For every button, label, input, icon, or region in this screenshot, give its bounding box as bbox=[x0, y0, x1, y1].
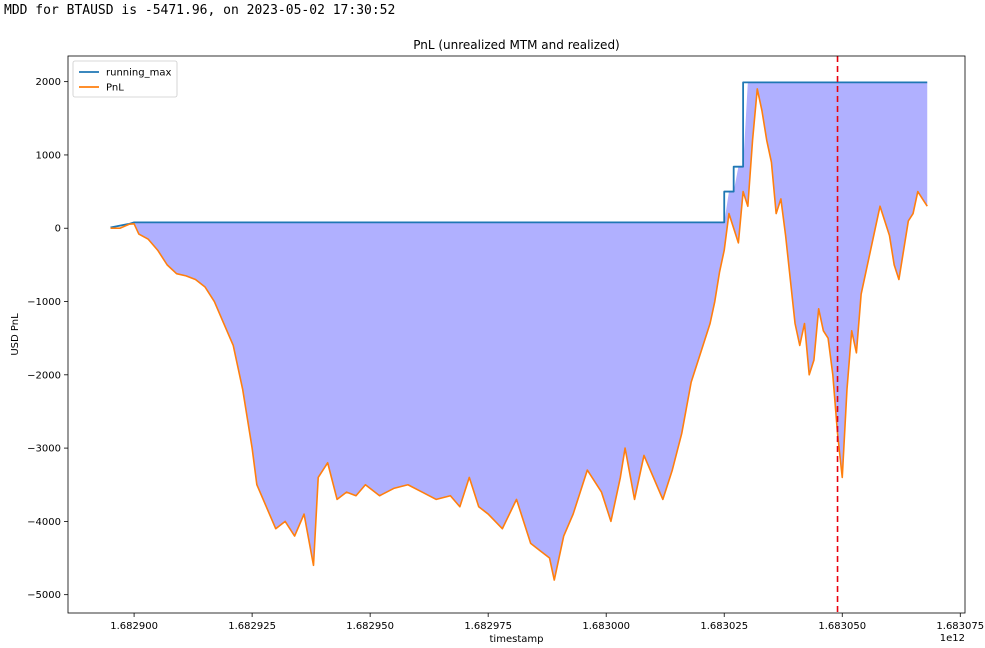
x-tick-label: 1.682975 bbox=[464, 621, 512, 632]
y-axis-title: USD PnL bbox=[10, 313, 21, 356]
x-tick-label: 1.683050 bbox=[818, 621, 866, 632]
series-line-running-max bbox=[110, 81, 928, 229]
y-axis-ticks: −5000 −4000 −3000 −2000 −1000 0 1000 2000 bbox=[27, 77, 68, 601]
mdd-summary-text: MDD for BTAUSD is -5471.96, on 2023-05-0… bbox=[4, 3, 396, 18]
x-axis-offset-label: 1e12 bbox=[940, 633, 965, 644]
x-tick-label: 1.682950 bbox=[346, 621, 394, 632]
drawdown-fill-area bbox=[110, 82, 928, 581]
legend: running_max PnL bbox=[72, 60, 178, 98]
y-tick-label: −2000 bbox=[27, 370, 61, 381]
y-tick-label: −3000 bbox=[27, 444, 61, 455]
plot-frame bbox=[67, 55, 966, 614]
legend-label-running-max: running_max bbox=[106, 68, 171, 79]
y-tick-label: 1000 bbox=[36, 150, 61, 161]
x-tick-label: 1.682900 bbox=[110, 621, 158, 632]
x-axis-title: timestamp bbox=[490, 634, 544, 645]
y-tick-label: −1000 bbox=[27, 297, 61, 308]
y-tick-label: 0 bbox=[55, 224, 61, 235]
legend-box bbox=[72, 60, 178, 98]
x-tick-label: 1.682925 bbox=[228, 621, 276, 632]
x-axis-ticks: 1.682900 1.682925 1.682950 1.682975 1.683000… bbox=[110, 613, 984, 632]
x-tick-label: 1.683000 bbox=[582, 621, 630, 632]
x-tick-label: 1.683075 bbox=[936, 621, 984, 632]
chart-title: PnL (unrealized MTM and realized) bbox=[413, 38, 620, 52]
drawdown-fill-layer bbox=[110, 82, 928, 581]
series-line-pnl bbox=[110, 88, 928, 581]
x-tick-label: 1.683025 bbox=[700, 621, 748, 632]
legend-label-pnl: PnL bbox=[106, 83, 124, 94]
series-lines-layer bbox=[110, 81, 928, 581]
y-tick-label: 2000 bbox=[36, 77, 61, 88]
y-tick-label: −5000 bbox=[27, 590, 61, 601]
y-tick-label: −4000 bbox=[27, 517, 61, 528]
